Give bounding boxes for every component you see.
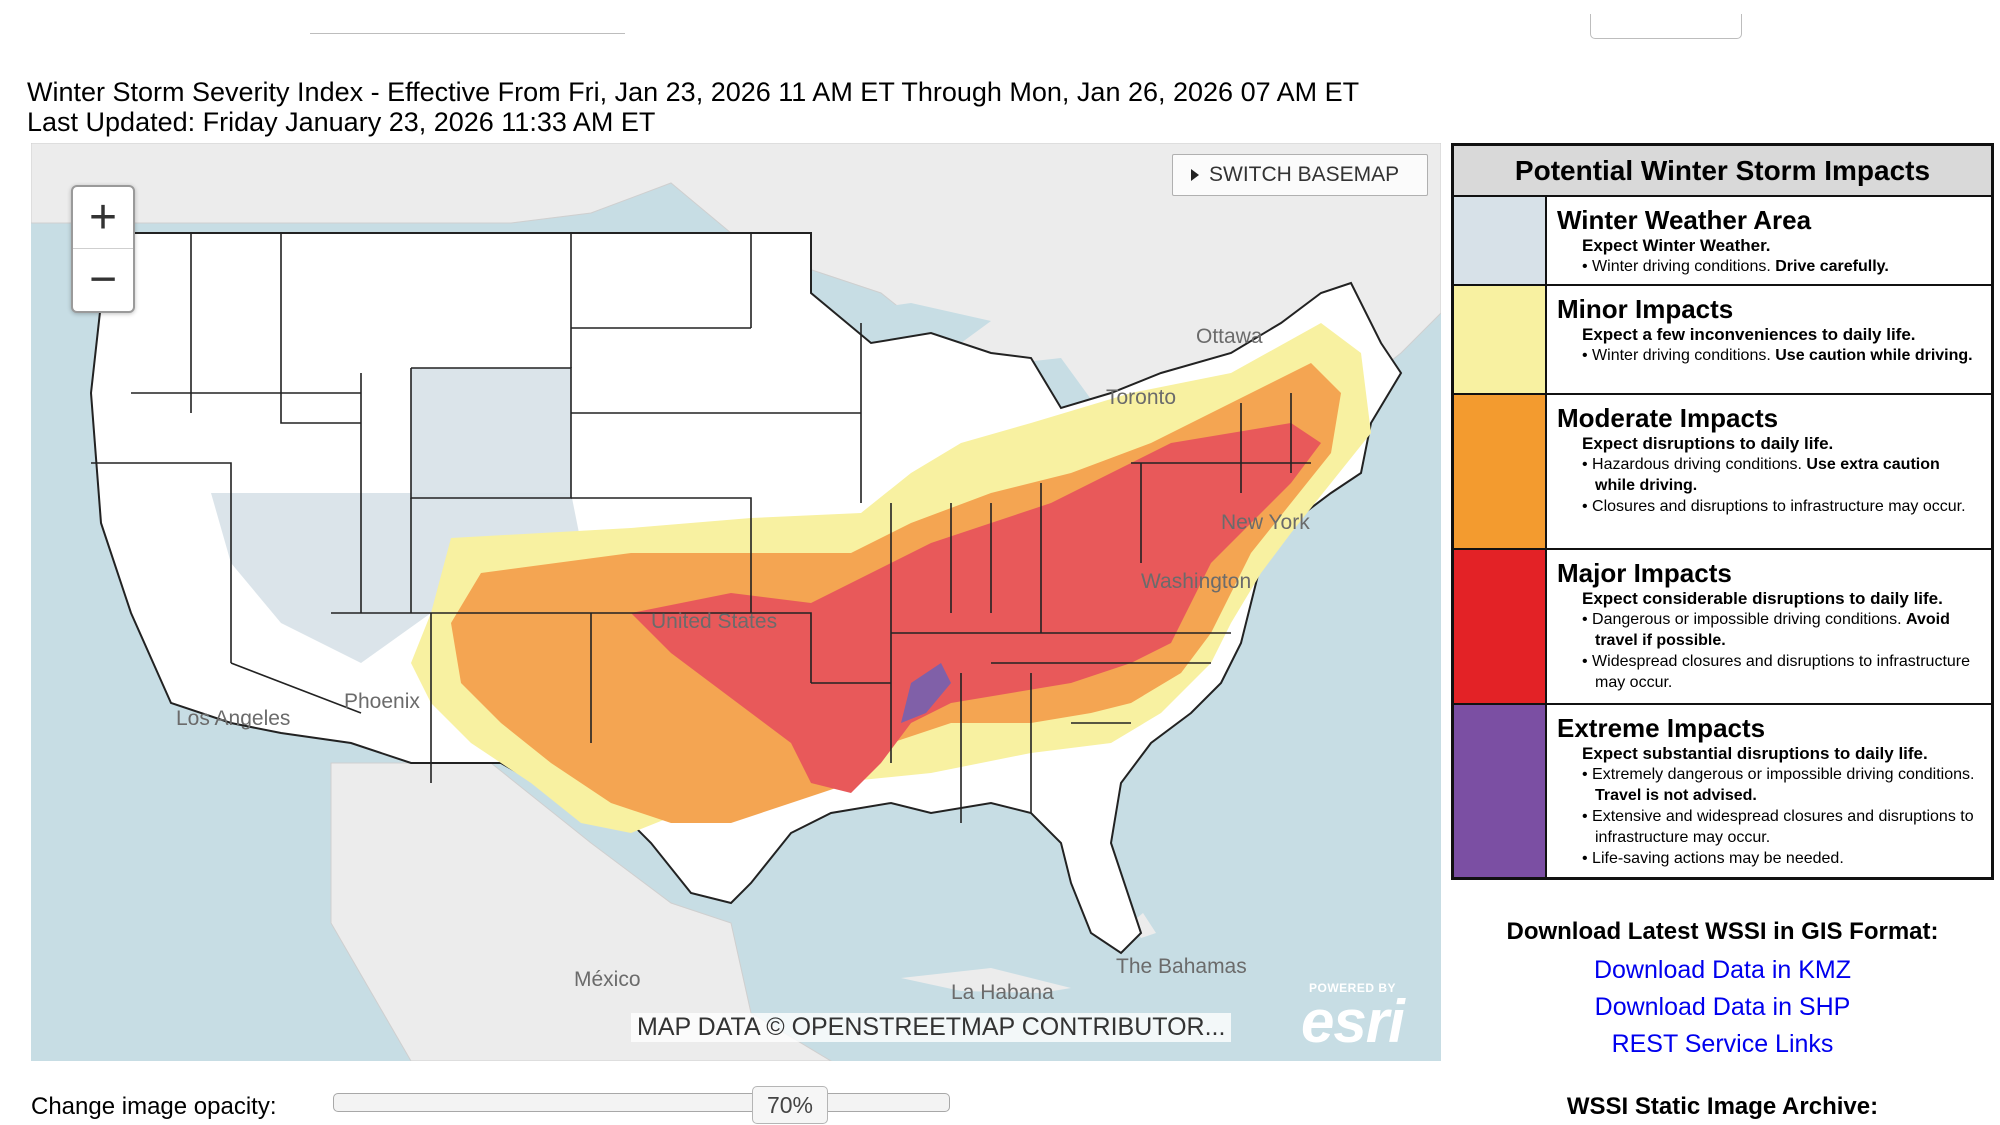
top-dropdown-button[interactable] — [1590, 14, 1742, 39]
esri-powered-by: POWERED BY — [1309, 981, 1397, 995]
impact-legend: Potential Winter Storm Impacts Winter We… — [1451, 143, 1994, 880]
state-boundaries — [91, 233, 1311, 823]
legend-item-title: Minor Impacts — [1557, 294, 1734, 324]
last-updated: Last Updated: Friday January 23, 2026 11… — [27, 107, 656, 137]
map-canvas — [31, 143, 1441, 1061]
esri-logo: POWERED BY esri — [1301, 981, 1431, 1055]
label-ottawa: Ottawa — [1196, 325, 1263, 348]
page-title: Winter Storm Severity Index - Effective … — [27, 77, 1360, 107]
download-shp-link[interactable]: Download Data in SHP — [1594, 993, 1851, 1021]
switch-basemap-button[interactable]: SWITCH BASEMAP — [1172, 154, 1428, 196]
esri-wordmark: esri — [1301, 988, 1405, 1055]
legend-item-summary: Expect disruptions to daily life. — [1582, 434, 1834, 453]
legend-item-title: Winter Weather Area — [1557, 205, 1812, 235]
opacity-slider-handle[interactable]: 70% — [752, 1086, 828, 1124]
map-attribution: MAP DATA © OPENSTREETMAP CONTRIBUTOR... — [631, 1013, 1232, 1042]
legend-item-bullet: • Life-saving actions may be needed. — [1582, 850, 1844, 867]
legend-row-moderate: Moderate Impacts Expect disruptions to d… — [1454, 395, 1991, 550]
zoom-out-button[interactable]: − — [73, 248, 133, 310]
legend-item-bullet: • Hazardous driving conditions. Use extr… — [1582, 456, 1940, 494]
extreme-impacts-swatch — [1454, 705, 1547, 877]
extreme-impact-area — [901, 663, 951, 723]
major-impacts-swatch — [1454, 550, 1547, 703]
download-title: Download Latest WSSI in GIS Format: — [1506, 918, 1939, 945]
lake-superior — [841, 303, 991, 343]
legend-item-bullet: • Winter driving conditions. Drive caref… — [1582, 258, 1889, 275]
legend-item-title: Major Impacts — [1557, 558, 1732, 588]
label-phoenix: Phoenix — [344, 690, 420, 713]
major-impact-area — [631, 423, 1321, 793]
legend-row-winter-weather: Winter Weather Area Expect Winter Weathe… — [1454, 197, 1991, 286]
switch-basemap-label: SWITCH BASEMAP — [1209, 163, 1400, 186]
legend-item-title: Moderate Impacts — [1557, 403, 1779, 433]
label-toronto: Toronto — [1106, 386, 1177, 409]
archive-title: WSSI Static Image Archive: — [1566, 1093, 1879, 1120]
legend-item-summary: Expect a few inconveniences to daily lif… — [1582, 325, 1916, 344]
label-new-york: New York — [1221, 511, 1310, 534]
legend-item-bullet: • Dangerous or impossible driving condit… — [1582, 611, 1950, 649]
cuba-land — [901, 968, 1071, 993]
zoom-control: + − — [71, 185, 135, 313]
legend-item-summary: Expect substantial disruptions to daily … — [1582, 744, 1928, 763]
label-los-angeles: Los Angeles — [176, 707, 291, 730]
download-kmz-link[interactable]: Download Data in KMZ — [1593, 956, 1852, 984]
winter-weather-area-wy — [411, 368, 571, 498]
label-washington: Washington — [1141, 570, 1252, 593]
triangle-right-icon — [1191, 169, 1199, 181]
rest-service-link[interactable]: REST Service Links — [1611, 1030, 1834, 1058]
zoom-in-button[interactable]: + — [88, 190, 118, 244]
legend-item-title: Extreme Impacts — [1557, 713, 1766, 743]
legend-row-major: Major Impacts Expect considerable disrup… — [1454, 550, 1991, 705]
label-mexico: México — [574, 968, 641, 991]
top-divider — [310, 33, 625, 34]
legend-item-bullet: • Widespread closures and disruptions to… — [1582, 653, 1971, 691]
opacity-slider-track[interactable] — [333, 1093, 950, 1112]
label-la-habana: La Habana — [951, 981, 1054, 1004]
legend-item-bullet: • Winter driving conditions. Use caution… — [1582, 347, 1973, 364]
map-view[interactable]: + − SWITCH BASEMAP Ottawa Toronto New Yo… — [31, 143, 1441, 1061]
legend-item-summary: Expect considerable disruptions to daily… — [1582, 589, 1943, 608]
legend-title: Potential Winter Storm Impacts — [1454, 146, 1991, 197]
legend-item-summary: Expect Winter Weather. — [1582, 236, 1771, 255]
winter-weather-swatch — [1454, 197, 1547, 284]
minor-impacts-swatch — [1454, 286, 1547, 393]
mexico-land — [330, 762, 832, 1061]
legend-item-bullet: • Extensive and widespread closures and … — [1582, 808, 1974, 846]
moderate-impacts-swatch — [1454, 395, 1547, 548]
opacity-label: Change image opacity: — [31, 1093, 277, 1120]
legend-row-extreme: Extreme Impacts Expect substantial disru… — [1454, 705, 1991, 877]
legend-item-bullet: • Extremely dangerous or impossible driv… — [1582, 766, 1975, 804]
label-the-bahamas: The Bahamas — [1116, 955, 1247, 978]
legend-row-minor: Minor Impacts Expect a few inconvenience… — [1454, 286, 1991, 395]
legend-item-bullet: • Closures and disruptions to infrastruc… — [1582, 498, 1966, 515]
label-united-states: United States — [651, 610, 778, 633]
